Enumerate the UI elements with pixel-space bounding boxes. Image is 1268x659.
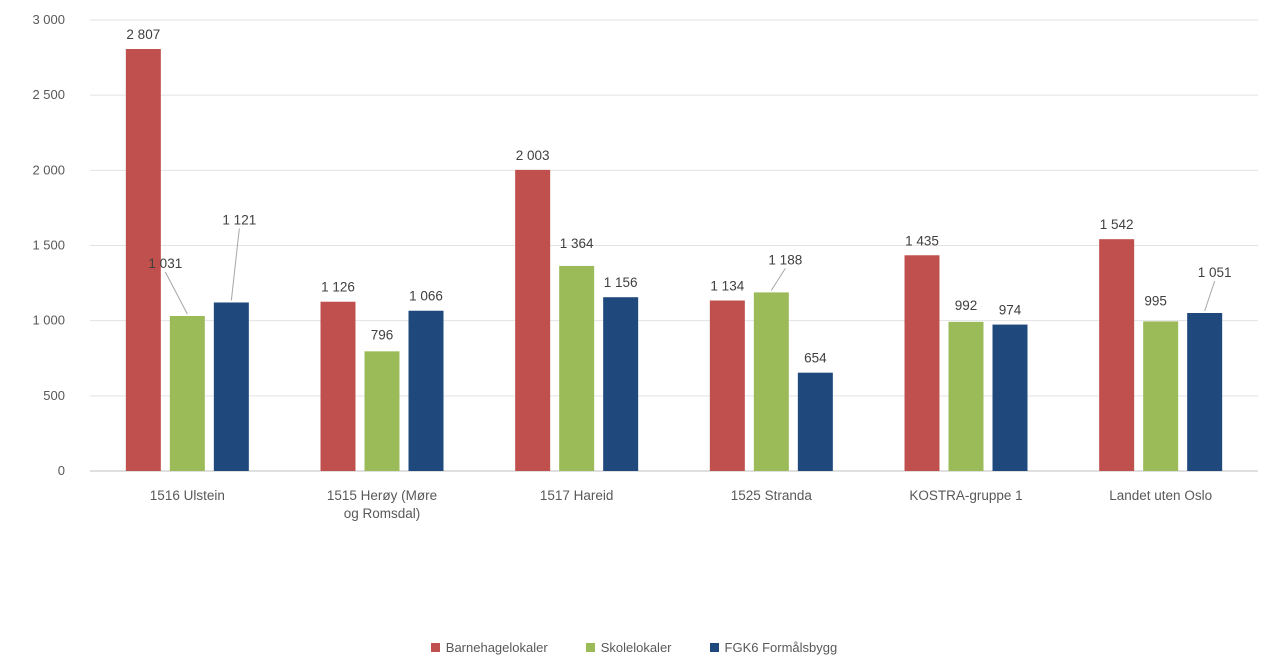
- data-label: 1 031: [148, 256, 182, 271]
- bar-fgk6-form-lsbygg: [408, 310, 444, 471]
- bar-barnehagelokaler: [904, 255, 940, 471]
- legend-swatch: [585, 643, 595, 652]
- bar-barnehagelokaler: [125, 49, 161, 471]
- data-label: 1 121: [222, 212, 256, 227]
- y-tick-label: 2 000: [32, 162, 65, 177]
- legend-label: Barnehagelokaler: [445, 640, 548, 655]
- y-axis: 0 500 1 000 1 500 2 000 2 500 3 000: [32, 12, 65, 478]
- x-tick-label: 1517 Hareid: [540, 488, 614, 503]
- leader-line: [1204, 280, 1216, 312]
- bar-fgk6-form-lsbygg: [992, 324, 1028, 471]
- y-tick-label: 2 500: [32, 87, 65, 102]
- data-label: 1 134: [710, 279, 744, 294]
- bar-barnehagelokaler: [709, 300, 745, 471]
- data-label: 1 066: [409, 289, 443, 304]
- bar-skolelokaler: [169, 316, 205, 471]
- y-tick-label: 0: [58, 463, 65, 478]
- legend-label: Skolelokaler: [600, 640, 672, 655]
- bar-barnehagelokaler: [1099, 239, 1135, 471]
- bar-barnehagelokaler: [515, 169, 551, 472]
- y-tick-label: 1 500: [32, 238, 65, 253]
- data-label: 974: [999, 303, 1022, 318]
- x-axis: 1516 Ulstein 1515 Herøy (Møre og Romsdal) 1…: [150, 488, 1212, 521]
- bar-fgk6-form-lsbygg: [1187, 312, 1223, 471]
- data-label: 2 807: [126, 27, 160, 42]
- data-label: 1 188: [768, 252, 802, 267]
- data-label: 1 051: [1198, 265, 1232, 280]
- data-label: 995: [1144, 293, 1167, 308]
- bar-barnehagelokaler: [320, 301, 356, 471]
- leader-line: [770, 268, 786, 291]
- bar-skolelokaler: [364, 351, 400, 471]
- bar-fgk6-form-lsbygg: [213, 302, 249, 471]
- data-label: 2 003: [516, 148, 550, 163]
- gridlines: [90, 19, 1258, 472]
- x-tick-label: og Romsdal): [344, 506, 421, 521]
- legend: Barnehagelokaler Skolelokaler FGK6 Formå…: [0, 640, 1268, 655]
- bar-fgk6-form-lsbygg: [603, 297, 639, 471]
- y-tick-label: 1 000: [32, 313, 65, 328]
- bar-fgk6-form-lsbygg: [797, 372, 833, 471]
- data-labels: 2 807 1 031 1 121 1 126 796 1 066 2 003 1 364 1 …: [126, 27, 1231, 366]
- bar-skolelokaler: [753, 292, 789, 471]
- legend-swatch: [709, 643, 719, 652]
- x-tick-label: KOSTRA-gruppe 1: [909, 488, 1022, 503]
- legend-item-barnehagelokaler: Barnehagelokaler: [430, 640, 548, 655]
- bar-skolelokaler: [559, 265, 595, 471]
- legend-label: FGK6 Formålsbygg: [724, 640, 838, 655]
- data-label: 1 364: [560, 236, 594, 251]
- y-tick-label: 3 000: [32, 12, 65, 27]
- y-tick-label: 500: [43, 388, 65, 403]
- data-label: 1 542: [1100, 217, 1134, 232]
- bar-skolelokaler: [1143, 321, 1179, 471]
- bars: [125, 49, 1223, 472]
- x-tick-label: 1515 Herøy (Møre: [327, 488, 437, 503]
- bar-skolelokaler: [948, 321, 984, 471]
- data-label: 654: [804, 351, 827, 366]
- data-label: 1 156: [604, 275, 638, 290]
- leader-line: [230, 228, 240, 301]
- legend-swatch: [430, 643, 440, 652]
- data-label: 992: [955, 298, 978, 313]
- data-label: 1 435: [905, 233, 939, 248]
- x-tick-label: 1525 Stranda: [731, 488, 813, 503]
- data-label: 796: [371, 327, 394, 342]
- leader-line: [164, 271, 188, 315]
- legend-item-skolelokaler: Skolelokaler: [585, 640, 672, 655]
- x-tick-label: 1516 Ulstein: [150, 488, 225, 503]
- legend-item-fgk6-formalsbygg: FGK6 Formålsbygg: [709, 640, 838, 655]
- x-tick-label: Landet uten Oslo: [1109, 488, 1212, 503]
- data-label: 1 126: [321, 280, 355, 295]
